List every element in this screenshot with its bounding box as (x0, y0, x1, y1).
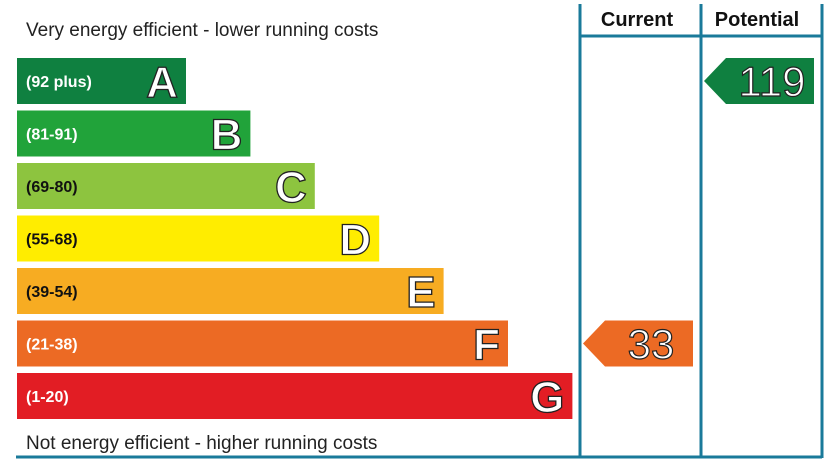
band-d: (55-68) D (17, 215, 380, 265)
band-bar-b (17, 110, 251, 157)
band-range-f: (21-38) (26, 337, 78, 354)
band-range-b: (81-91) (26, 127, 78, 144)
potential-rating: 119 (704, 57, 814, 106)
band-range-e: (39-54) (26, 284, 78, 301)
band-g: (1-20) G (17, 372, 573, 423)
band-letter-c: C (275, 163, 307, 212)
band-range-g: (1-20) (26, 389, 69, 406)
band-range-a: (92 plus) (26, 74, 92, 91)
band-a: (92 plus) A (17, 57, 186, 108)
band-bar-g (17, 373, 573, 419)
band-f: (21-38) F (17, 320, 508, 370)
band-range-c: (69-80) (26, 179, 78, 196)
rating-markers: 33 119 (583, 57, 814, 368)
chart-frame (16, 4, 824, 459)
band-bar-e (17, 268, 444, 314)
current-rating-arrow (583, 320, 693, 367)
band-letter-b: B (211, 111, 243, 160)
top-caption: Very energy efficient - lower running co… (26, 20, 378, 41)
band-c: (69-80) C (17, 162, 315, 213)
band-bar-f (17, 320, 508, 367)
band-letter-a: A (146, 58, 178, 107)
band-letter-g: G (530, 373, 564, 422)
band-range-d: (55-68) (26, 232, 78, 249)
potential-rating-arrow (704, 58, 814, 104)
potential-column-header: Potential (715, 9, 799, 31)
band-letter-e: E (406, 268, 435, 317)
band-letter-d: D (339, 216, 371, 265)
current-rating-value: 33 (628, 321, 675, 368)
rating-bands: (92 plus) A(81-91) B(69-80) C(55-68) D(39-54… (17, 57, 573, 423)
current-rating: 33 (583, 320, 693, 368)
band-letter-f: F (473, 321, 500, 370)
band-bar-d (17, 215, 380, 262)
band-b: (81-91) B (17, 110, 251, 160)
band-bar-a (17, 58, 186, 104)
band-bar-c (17, 163, 315, 209)
band-e: (39-54) E (17, 267, 444, 318)
current-column-header: Current (601, 9, 674, 31)
bottom-caption: Not energy efficient - higher running co… (26, 433, 377, 454)
potential-rating-value: 119 (739, 58, 806, 105)
